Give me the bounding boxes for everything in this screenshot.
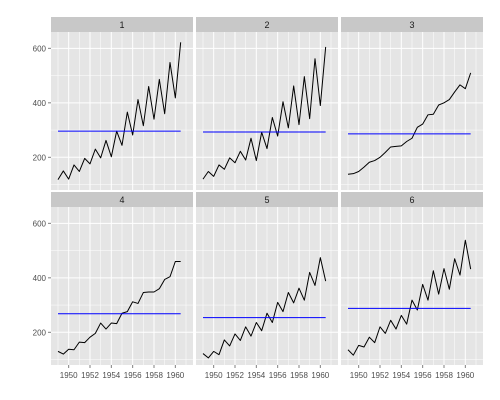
x-tick-label: 1956 bbox=[124, 371, 142, 380]
y-tick-label: 200 bbox=[33, 328, 47, 337]
series-line bbox=[347, 239, 472, 356]
facet-strip-label: 2 bbox=[264, 20, 269, 30]
facet-strip bbox=[196, 17, 338, 32]
x-tick-label: 1960 bbox=[166, 371, 184, 380]
x-tick-label: 1956 bbox=[414, 371, 432, 380]
facet-strip bbox=[341, 17, 483, 32]
x-tick-label: 1954 bbox=[392, 371, 410, 380]
series-line bbox=[202, 257, 327, 359]
y-tick-label: 400 bbox=[33, 274, 47, 283]
series-line bbox=[202, 46, 327, 180]
facet-strip-label: 6 bbox=[409, 195, 414, 205]
facet-panel-2: 2 bbox=[196, 17, 338, 190]
facet-panel-5: 5 1950 1952 1954 1956 1958 1960 bbox=[196, 192, 338, 380]
x-tick-label: 1958 bbox=[435, 371, 453, 380]
x-tick-label: 1952 bbox=[226, 371, 244, 380]
x-tick-label: 1952 bbox=[371, 371, 389, 380]
facet-strip-label: 1 bbox=[119, 20, 124, 30]
facet-strip bbox=[51, 17, 193, 32]
x-tick-label: 1960 bbox=[311, 371, 329, 380]
x-tick-label: 1960 bbox=[456, 371, 474, 380]
x-tick-label: 1956 bbox=[269, 371, 287, 380]
y-tick-label: 200 bbox=[33, 153, 47, 162]
facet-panel-3: 3 bbox=[341, 17, 483, 190]
facet-panel-1: 1 200 400 600 bbox=[33, 17, 193, 190]
facet-panel-6: 6 1950 1952 1954 1956 1958 1960 bbox=[341, 192, 483, 380]
x-tick-label: 1958 bbox=[145, 371, 163, 380]
x-tick-label: 1950 bbox=[350, 371, 368, 380]
facet-strip-label: 5 bbox=[264, 195, 269, 205]
facet-strip-label: 4 bbox=[119, 195, 124, 205]
x-tick-label: 1958 bbox=[290, 371, 308, 380]
series-line bbox=[57, 260, 181, 355]
y-tick-label: 400 bbox=[33, 99, 47, 108]
y-tick-label: 600 bbox=[33, 219, 47, 228]
facet-strip-label: 3 bbox=[409, 20, 414, 30]
series-line bbox=[57, 42, 182, 180]
x-tick-label: 1954 bbox=[247, 371, 265, 380]
x-tick-label: 1950 bbox=[60, 371, 78, 380]
series-line bbox=[347, 72, 472, 175]
x-tick-label: 1954 bbox=[102, 371, 120, 380]
facet-strip bbox=[341, 192, 483, 207]
facet-strip bbox=[196, 192, 338, 207]
facet-strip bbox=[51, 192, 193, 207]
facet-panel-4: 4 200 400 600 1950 1952 1954 1956 1958 1960 bbox=[33, 192, 193, 380]
x-tick-label: 1952 bbox=[81, 371, 99, 380]
y-tick-label: 600 bbox=[33, 44, 47, 53]
x-tick-label: 1950 bbox=[205, 371, 223, 380]
